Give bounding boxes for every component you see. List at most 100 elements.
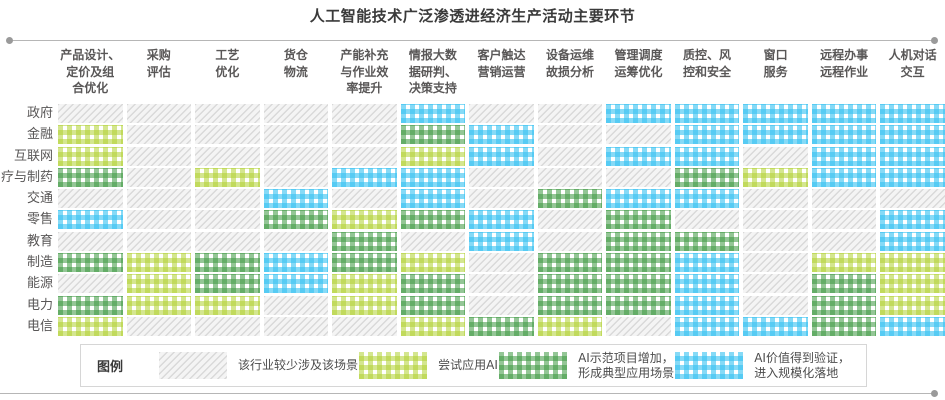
cell-level-0 <box>880 189 945 209</box>
column-header: 质控、风 控和安全 <box>683 48 732 79</box>
cell-level-3 <box>58 210 123 230</box>
grid-row: 金融 <box>0 125 945 145</box>
cell-level-1 <box>400 316 466 336</box>
cell-level-1 <box>58 146 123 166</box>
cell-level-0 <box>743 189 808 209</box>
cell-level-3 <box>674 295 740 315</box>
legend-swatch-trial-ai <box>359 352 428 379</box>
row-cells <box>58 125 945 145</box>
cell-level-3 <box>674 316 740 336</box>
grid-row: 零售 <box>0 210 945 230</box>
cell-level-2 <box>674 167 740 187</box>
legend-swatch-rarely-involved <box>159 352 228 379</box>
cell-level-3 <box>469 210 534 230</box>
cell-level-3 <box>400 104 466 123</box>
cell-level-3 <box>674 125 740 145</box>
cell-level-3 <box>880 167 945 187</box>
row-label: 交通 <box>26 191 53 207</box>
cell-level-1 <box>58 316 123 336</box>
row-cells <box>58 189 945 209</box>
cell-level-3 <box>606 146 671 166</box>
cell-level-0 <box>606 125 671 145</box>
cell-level-0 <box>58 104 123 123</box>
cell-level-2 <box>606 274 671 294</box>
column-header: 人机对话 交互 <box>888 48 937 79</box>
cell-level-2 <box>332 231 397 251</box>
legend-item-label: 尝试应用AI <box>438 358 498 372</box>
cell-level-0 <box>743 274 808 294</box>
legend: 图例 该行业较少涉及该场景 尝试应用AI AI示范项目增加， 形成典型应用场景 AI价… <box>80 344 867 387</box>
cell-level-0 <box>811 210 877 230</box>
legend-item-label: 该行业较少涉及该场景 <box>238 358 359 372</box>
cell-level-3 <box>400 189 466 209</box>
cell-level-0 <box>126 189 192 209</box>
grid-row: 电信 <box>0 316 945 336</box>
column-header: 远程办事 远程作业 <box>820 48 869 79</box>
legend-swatch-scaled-adoption <box>675 352 744 379</box>
cell-level-3 <box>880 125 945 145</box>
row-label: 制造 <box>26 255 53 271</box>
legend-title: 图例 <box>97 360 124 375</box>
cell-level-0 <box>332 125 397 145</box>
row-cells <box>58 295 945 315</box>
grid: 政府 金融 互联网 疗与制药 交通 零售 教育 制造 能源 电力 电信 <box>0 104 945 336</box>
cell-level-1 <box>126 274 192 294</box>
row-cells <box>58 210 945 230</box>
row-label: 电力 <box>26 297 53 313</box>
column-header: 设备运维 故损分析 <box>545 48 594 79</box>
cell-level-2 <box>400 125 466 145</box>
cell-level-0 <box>126 104 192 123</box>
cell-level-2 <box>606 253 671 273</box>
cell-level-0 <box>126 167 192 187</box>
cell-level-3 <box>880 104 945 123</box>
cell-level-0 <box>469 167 534 187</box>
cell-level-0 <box>58 274 123 294</box>
cell-level-2 <box>606 295 671 315</box>
cell-level-0 <box>263 125 329 145</box>
cell-level-3 <box>811 167 877 187</box>
row-cells <box>58 274 945 294</box>
column-header: 产能补充 与作业效 率提升 <box>340 48 389 95</box>
cell-level-0 <box>126 231 192 251</box>
cell-level-3 <box>263 274 329 294</box>
cell-level-0 <box>332 146 397 166</box>
row-label: 金融 <box>26 127 53 143</box>
legend-item-scaled-adoption: AI价值得到验证， 进入规模化落地 <box>675 351 850 381</box>
cell-level-0 <box>58 231 123 251</box>
cell-level-1 <box>58 125 123 145</box>
row-cells <box>58 167 945 187</box>
cell-level-0 <box>263 295 329 315</box>
divider-dot-left <box>6 37 13 44</box>
cell-level-0 <box>58 189 123 209</box>
cell-level-2 <box>537 274 603 294</box>
header-cells: 产品设计、 定价及组 合优化 采购 评估 工艺 优化 货仓 物流 产能补充 与作业效 率… <box>58 47 945 97</box>
cell-level-1 <box>332 274 397 294</box>
row-cells <box>58 316 945 336</box>
cell-level-1 <box>400 146 466 166</box>
cell-level-2 <box>58 253 123 273</box>
cell-level-2 <box>263 210 329 230</box>
cell-level-3 <box>606 104 671 123</box>
column-header: 情报大数 据研判、 决策支持 <box>408 48 457 95</box>
cell-level-0 <box>126 316 192 336</box>
cell-level-2 <box>195 274 260 294</box>
cell-level-3 <box>263 189 329 209</box>
grid-row: 能源 <box>0 274 945 294</box>
cell-level-3 <box>880 210 945 230</box>
cell-level-2 <box>537 189 603 209</box>
cell-level-0 <box>743 146 808 166</box>
cell-level-1 <box>195 295 260 315</box>
cell-level-2 <box>400 274 466 294</box>
cell-level-0 <box>263 316 329 336</box>
column-header: 管理调度 运筹优化 <box>614 48 663 79</box>
cell-level-0 <box>126 125 192 145</box>
cell-level-1 <box>126 253 192 273</box>
cell-level-2 <box>537 253 603 273</box>
cell-level-0 <box>126 146 192 166</box>
cell-level-3 <box>674 189 740 209</box>
cell-level-0 <box>537 104 603 123</box>
cell-level-0 <box>537 167 603 187</box>
cell-level-1 <box>880 274 945 294</box>
divider-dot-right <box>931 390 938 397</box>
